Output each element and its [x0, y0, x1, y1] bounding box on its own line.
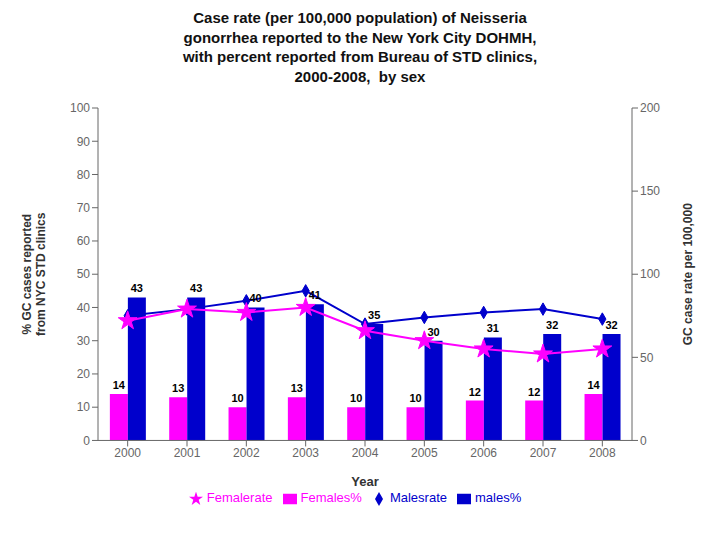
svg-text:43: 43 — [190, 282, 202, 294]
html-text:Femalerate: Femalerate — [206, 490, 273, 506]
svg-text:12: 12 — [528, 386, 540, 398]
svg-text:0: 0 — [83, 434, 90, 448]
html-text:Females%: Females% — [300, 490, 362, 506]
svg-text:2001: 2001 — [174, 446, 201, 460]
svg-text:% GC cases reportedfrom NYC ST: % GC cases reportedfrom NYC STD clinics — [20, 212, 48, 336]
svg-text:43: 43 — [131, 282, 143, 294]
svg-text:2008: 2008 — [589, 446, 616, 460]
svg-text:10: 10 — [350, 392, 362, 404]
svg-text:12: 12 — [469, 386, 481, 398]
svg-text:30: 30 — [77, 334, 91, 348]
html-text:Malesrate: Malesrate — [389, 490, 447, 506]
svg-text:31: 31 — [487, 322, 499, 334]
svg-text:30: 30 — [427, 326, 439, 338]
svg-text:20: 20 — [77, 367, 91, 381]
svg-text:60: 60 — [77, 234, 91, 248]
svg-text:2002: 2002 — [233, 446, 260, 460]
svg-text:10: 10 — [77, 400, 91, 414]
svg-text:90: 90 — [77, 135, 91, 149]
svg-text:2004: 2004 — [352, 446, 379, 460]
html-text:Case rate (per 100,000 populat: Case rate (per 100,000 population) of Ne… — [182, 9, 538, 85]
svg-text:70: 70 — [77, 201, 91, 215]
svg-text:80: 80 — [77, 168, 91, 182]
svg-text:32: 32 — [546, 319, 558, 331]
svg-text:150: 150 — [640, 184, 660, 198]
svg-text:41: 41 — [309, 289, 321, 301]
svg-text:10: 10 — [409, 392, 421, 404]
svg-text:100: 100 — [70, 101, 90, 115]
svg-text:200: 200 — [640, 101, 660, 115]
svg-text:2007: 2007 — [530, 446, 557, 460]
svg-text:14: 14 — [113, 379, 126, 391]
svg-text:13: 13 — [291, 382, 303, 394]
svg-text:2005: 2005 — [411, 446, 438, 460]
svg-text:35: 35 — [368, 309, 380, 321]
svg-text:2003: 2003 — [292, 446, 319, 460]
svg-text:50: 50 — [640, 351, 654, 365]
svg-text:13: 13 — [172, 382, 184, 394]
svg-text:100: 100 — [640, 267, 660, 281]
svg-text:32: 32 — [605, 319, 617, 331]
svg-text:GC case rate per 100,000: GC case rate per 100,000 — [681, 203, 695, 345]
html-text:males%: males% — [475, 490, 522, 506]
svg-text:2000: 2000 — [114, 446, 141, 460]
svg-text:40: 40 — [77, 301, 91, 315]
svg-text:10: 10 — [231, 392, 243, 404]
svg-text:2006: 2006 — [470, 446, 497, 460]
svg-text:0: 0 — [640, 434, 647, 448]
svg-text:Year: Year — [351, 474, 378, 489]
svg-text:50: 50 — [77, 267, 91, 281]
svg-text:14: 14 — [587, 379, 600, 391]
svg-text:40: 40 — [249, 292, 261, 304]
